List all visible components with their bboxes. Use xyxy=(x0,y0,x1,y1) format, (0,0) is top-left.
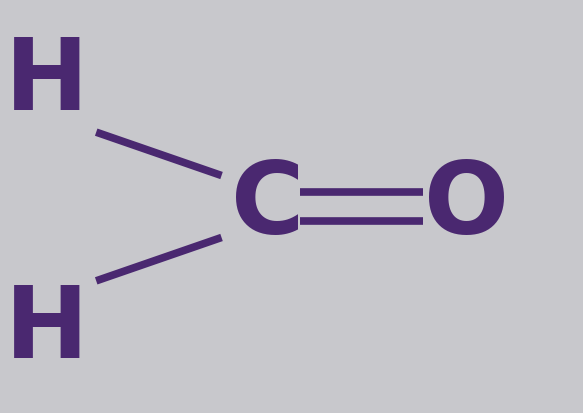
Text: H: H xyxy=(5,34,89,131)
Text: H: H xyxy=(5,282,89,379)
Text: O: O xyxy=(424,158,509,255)
Text: C: C xyxy=(231,158,305,255)
